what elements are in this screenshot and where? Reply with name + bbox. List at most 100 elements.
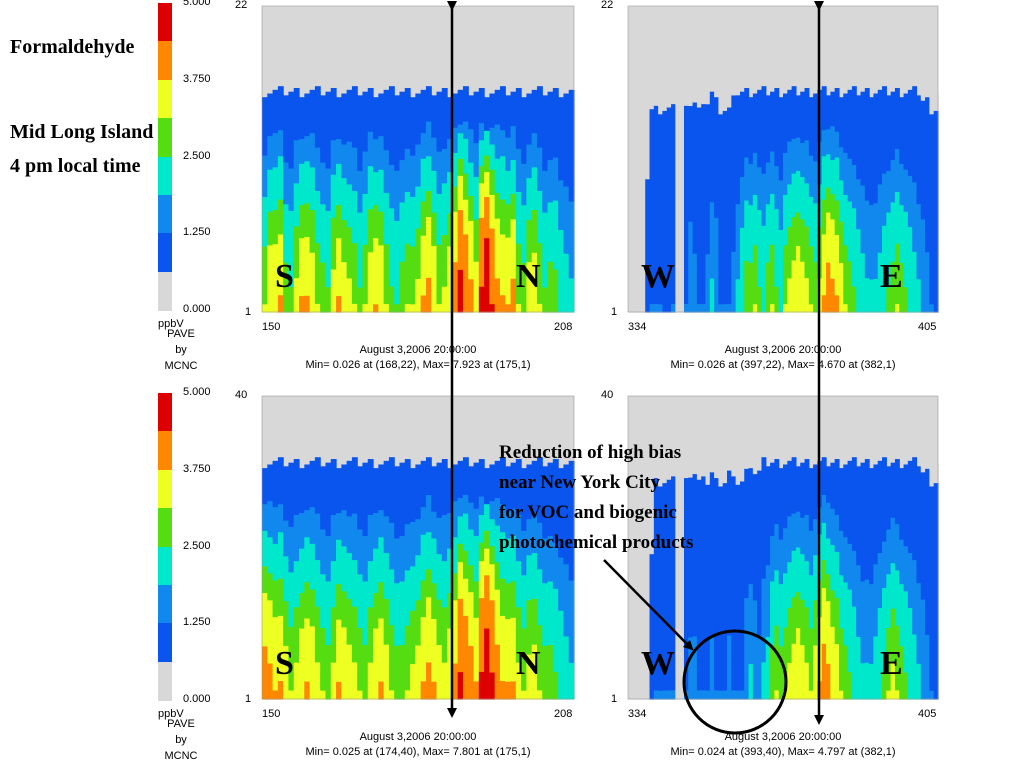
heatmap-cell [510,142,517,152]
heatmap-cell [499,596,506,607]
heatmap-cell [336,565,342,576]
heatmap-cell [679,125,685,135]
heatmap-cell [869,179,875,189]
heatmap-cell [714,191,720,201]
heatmap-cell [267,269,274,279]
heatmap-cell [856,145,862,155]
heatmap-cell [304,563,311,574]
heatmap-cell [362,235,369,245]
heatmap-cell [521,254,528,264]
heatmap-cell [774,260,780,270]
heatmap-cell [515,277,522,287]
heatmap-cell [462,587,469,598]
heatmap-cell [431,95,438,105]
heatmap-cell [494,141,501,151]
heatmap-cell [864,148,870,158]
heatmap-cell [886,95,892,105]
heatmap-cell [856,220,862,230]
heatmap-cell [293,294,300,304]
heatmap-cell [761,94,767,105]
heatmap-cell [505,591,512,602]
heatmap-cell [894,148,900,158]
heatmap-cell [399,91,406,101]
heatmap-cell [701,103,707,113]
heatmap-cell [462,129,469,139]
heatmap-cell [752,194,758,204]
heatmap-cell [494,183,501,193]
heatmap-cell [912,242,918,252]
heatmap-cell [774,208,780,218]
heatmap-cell [547,210,554,220]
heatmap-cell [468,546,475,557]
heatmap-cell [907,98,913,108]
heatmap-cell [299,681,305,691]
heatmap-cell [431,170,438,180]
heatmap-cell [447,565,453,576]
heatmap-cell [325,662,332,673]
heatmap-cell [873,185,879,195]
heatmap-cell [499,251,506,261]
heatmap-cell [283,618,290,628]
heatmap-cell [649,269,655,279]
heatmap-cell [795,103,801,113]
heatmap-cell [499,457,506,468]
heatmap-cell [283,636,290,646]
heatmap-cell [262,155,268,164]
heatmap-cell [701,294,707,304]
heatmap-cell [277,294,284,304]
heatmap-cell [558,663,565,673]
heatmap-cell [431,145,438,155]
heatmap-cell [770,278,775,288]
heatmap-cell [314,164,321,174]
heatmap-cell [441,495,448,506]
heatmap-cell [882,285,887,296]
heatmap-cell [515,88,522,98]
heatmap-cell [373,146,379,156]
heatmap-cell [907,166,913,176]
heatmap-cell [325,626,332,636]
heatmap-cell [696,303,702,313]
heatmap-cell [425,86,432,96]
heatmap-cell [515,131,522,141]
heatmap-cell [262,601,268,611]
heatmap-cell [367,468,374,479]
heatmap-cell [378,93,385,103]
heatmap-cell [320,564,327,575]
heatmap-cell [907,115,913,125]
heatmap-cell [536,587,543,598]
heatmap-cell [304,509,311,520]
heatmap-cell [283,145,290,155]
heatmap-cell [916,128,922,138]
heatmap-cell [330,505,337,515]
heatmap-cell [505,564,512,575]
heatmap-cell [452,185,459,195]
heatmap-cell [288,671,295,682]
heatmap-cell [293,588,300,599]
heatmap-cell [346,303,353,313]
heatmap-cell [293,662,300,672]
heatmap-cell [925,122,930,132]
heatmap-cell [309,534,316,544]
heatmap-cell [834,105,840,115]
heatmap-cell [752,118,758,128]
heatmap-cell [425,578,432,588]
heatmap-cell [489,473,496,484]
heatmap-cell [748,179,754,189]
heatmap-cell [547,142,554,152]
heatmap-cell [410,627,416,638]
heatmap-cell [696,218,702,228]
heatmap-cell [542,128,549,138]
heatmap-cell [330,88,337,98]
heatmap-cell [452,671,459,682]
heatmap-cell [378,509,385,520]
heatmap-cell [830,193,836,203]
heatmap-cell [336,672,342,682]
heatmap-cell [478,569,485,580]
heatmap-cell [547,134,554,144]
heatmap-cell [468,145,475,155]
heatmap-cell [761,233,767,244]
heatmap-cell [447,601,453,611]
heatmap-cell [890,278,896,288]
heatmap-cell [925,105,930,115]
heatmap-cell [920,176,926,186]
